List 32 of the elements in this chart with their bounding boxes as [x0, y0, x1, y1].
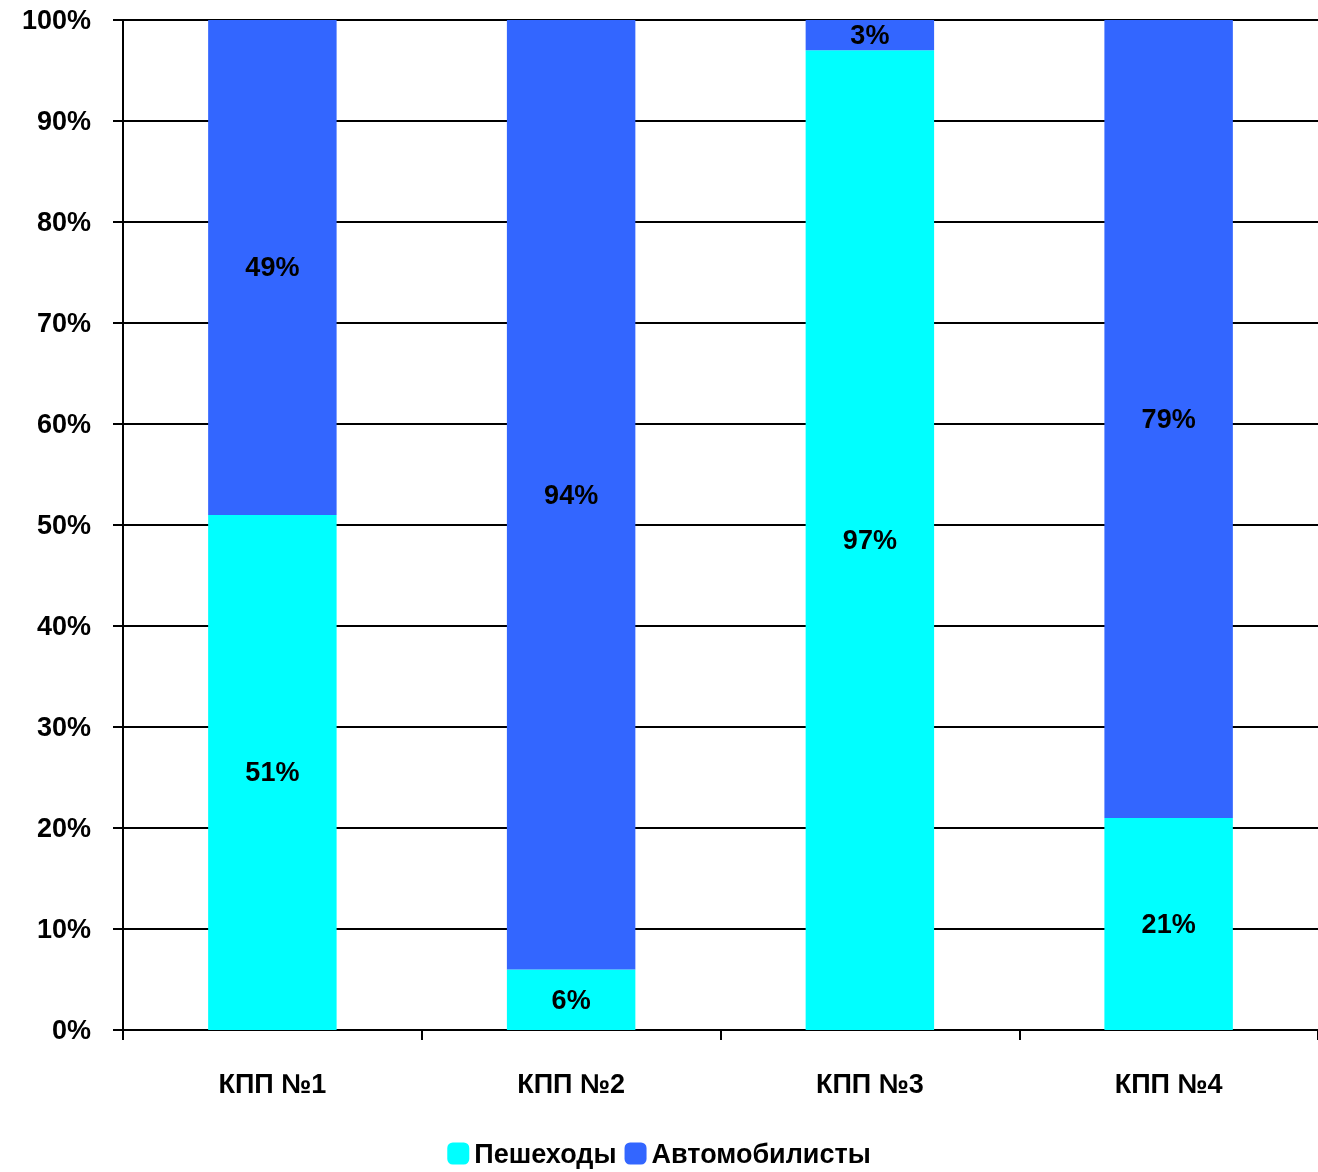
- x-tick-label: КПП №4: [1114, 1068, 1223, 1099]
- y-tick-label: 20%: [36, 813, 91, 843]
- y-tick-label: 60%: [36, 409, 91, 439]
- y-tick-label: 40%: [36, 611, 91, 641]
- y-tick-label: 70%: [36, 308, 91, 338]
- legend-label: Пешеходы: [474, 1138, 617, 1169]
- bar: [208, 514, 337, 1030]
- data-label: 21%: [1141, 908, 1196, 939]
- bar: [1104, 20, 1233, 818]
- y-tick-label: 30%: [36, 712, 91, 742]
- x-tick-label: КПП №2: [517, 1068, 626, 1099]
- legend-label: Автомобилисты: [651, 1138, 871, 1169]
- x-tick-label: КПП №1: [218, 1068, 327, 1099]
- bar: [805, 50, 935, 1030]
- y-tick-label: 90%: [36, 106, 91, 136]
- data-label: 51%: [245, 757, 300, 788]
- data-label: 97%: [842, 525, 897, 556]
- y-tick-label: 0%: [51, 1015, 91, 1045]
- y-tick-label: 50%: [36, 510, 91, 540]
- bar: [506, 20, 636, 970]
- x-tick-label: КПП №3: [815, 1068, 924, 1099]
- y-tick-label: 80%: [36, 207, 91, 237]
- bar: [506, 969, 636, 1030]
- data-label: 6%: [551, 984, 591, 1015]
- bar: [208, 20, 337, 515]
- bar: [1104, 817, 1233, 1030]
- data-label: 94%: [544, 479, 599, 510]
- data-label: 3%: [850, 20, 890, 51]
- data-label: 49%: [245, 252, 300, 283]
- data-label: 79%: [1141, 403, 1196, 434]
- y-tick-label: 10%: [36, 914, 91, 944]
- y-tick-label: 100%: [21, 5, 91, 35]
